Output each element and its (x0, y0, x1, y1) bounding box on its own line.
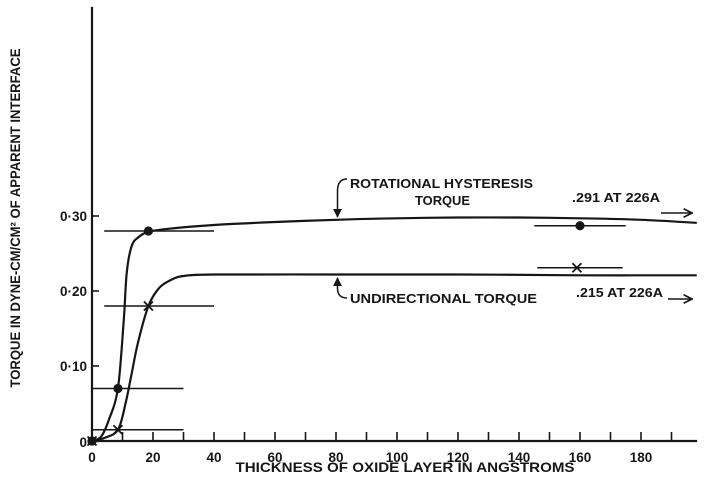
undirectional-torque-series (86, 262, 697, 447)
rotational-hysteresis-label-line-2: TORQUE (415, 193, 470, 208)
y-axis-title: TORQUE IN DYNE-CM/CM² OF APPARENT INTERF… (7, 49, 23, 388)
rotational-hysteresis-point (575, 221, 585, 231)
undirectional-torque-point (86, 435, 98, 447)
undirectional-torque-point (112, 424, 124, 435)
rotational-hysteresis-note: .291 AT 226A (572, 190, 661, 205)
x-tick-label: 0 (88, 450, 96, 465)
y-tick-label: 0 (79, 435, 87, 450)
rotational-hysteresis-leader-arrow (333, 178, 348, 218)
x-tick-label: 180 (630, 450, 653, 465)
y-tick-label: 0·20 (60, 284, 87, 299)
undirectional-torque-curve (90, 273, 697, 443)
x-tick-label: 60 (267, 450, 282, 465)
x-tick-label: 140 (508, 450, 531, 465)
x-tick-label: 20 (145, 450, 160, 465)
undirectional-torque-note: .215 AT 226A (576, 285, 664, 300)
undirectional-torque-leader-arrow (333, 277, 348, 299)
plot-area: 0 20 40 60 80 100 120 140 160 180 0 0·10 0·20 0·30 (60, 209, 697, 465)
rotational-hysteresis-point (143, 226, 154, 236)
x-tick-label: 40 (206, 450, 221, 465)
x-axis-title: THICKNESS OF OXIDE LAYER IN ANGSTROMS (236, 459, 575, 475)
undirectional-torque-point (571, 262, 583, 273)
x-tick-label: 80 (328, 450, 343, 465)
y-tick-label: 0·30 (60, 209, 87, 224)
x-tick-label: 160 (569, 450, 592, 465)
y-tick-label: 0·10 (60, 359, 87, 374)
x-tick-label: 120 (447, 450, 470, 465)
x-tick-label: 100 (386, 450, 409, 465)
undirectional-torque-label: UNDIRECTIONAL TORQUE (350, 291, 537, 306)
rotational-hysteresis-label-line-1: ROTATIONAL HYSTERESIS (350, 176, 533, 191)
undirectional-torque-point (143, 300, 154, 312)
rotational-hysteresis-point (113, 383, 123, 394)
